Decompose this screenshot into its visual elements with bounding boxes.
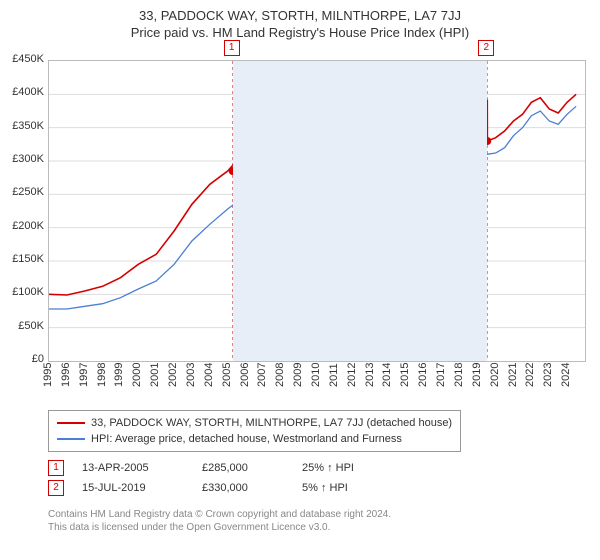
x-tick-label: 2013 <box>364 373 376 387</box>
y-tick-label: £350K <box>6 120 44 132</box>
sale-row: 1 13-APR-2005£285,00025% ↑ HPI <box>48 458 402 478</box>
legend-label: 33, PADDOCK WAY, STORTH, MILNTHORPE, LA7… <box>91 417 452 429</box>
x-tick-label: 2018 <box>453 373 465 387</box>
sale-marker-icon: 1 <box>48 460 64 476</box>
shaded-period <box>233 61 488 361</box>
sale-price: £330,000 <box>202 482 302 494</box>
x-tick-label: 2017 <box>435 373 447 387</box>
chart-plot-area <box>48 60 586 362</box>
x-tick-label: 2015 <box>399 373 411 387</box>
x-tick-label: 2006 <box>239 373 251 387</box>
x-tick-label: 2001 <box>149 373 161 387</box>
legend-label: HPI: Average price, detached house, West… <box>91 433 402 445</box>
sale-delta: 25% ↑ HPI <box>302 462 402 474</box>
x-tick-label: 1998 <box>96 373 108 387</box>
sale-date: 13-APR-2005 <box>82 462 202 474</box>
legend-swatch <box>57 438 85 440</box>
sale-date: 15-JUL-2019 <box>82 482 202 494</box>
x-tick-label: 2009 <box>292 373 304 387</box>
y-tick-label: £50K <box>6 320 44 332</box>
sale-delta: 5% ↑ HPI <box>302 482 402 494</box>
x-tick-label: 2005 <box>221 373 233 387</box>
attribution-text: Contains HM Land Registry data © Crown c… <box>48 508 391 534</box>
y-tick-label: £0 <box>6 353 44 365</box>
x-tick-label: 2019 <box>471 373 483 387</box>
x-tick-label: 2020 <box>489 373 501 387</box>
sale-row: 2 15-JUL-2019£330,0005% ↑ HPI <box>48 478 402 498</box>
y-tick-label: £150K <box>6 253 44 265</box>
x-tick-label: 2008 <box>274 373 286 387</box>
legend-item: 33, PADDOCK WAY, STORTH, MILNTHORPE, LA7… <box>57 415 452 431</box>
y-tick-label: £100K <box>6 286 44 298</box>
x-tick-label: 2012 <box>346 373 358 387</box>
x-tick-label: 2003 <box>185 373 197 387</box>
x-tick-label: 1997 <box>78 373 90 387</box>
x-tick-label: 2023 <box>542 373 554 387</box>
y-tick-label: £300K <box>6 153 44 165</box>
chart-title: 33, PADDOCK WAY, STORTH, MILNTHORPE, LA7… <box>0 0 600 23</box>
sale-marker-icon: 2 <box>48 480 64 496</box>
chart-subtitle: Price paid vs. HM Land Registry's House … <box>0 23 600 44</box>
sales-table: 1 13-APR-2005£285,00025% ↑ HPI 2 15-JUL-201… <box>48 458 402 498</box>
legend-item: HPI: Average price, detached house, West… <box>57 431 452 447</box>
attribution-line1: Contains HM Land Registry data © Crown c… <box>48 508 391 521</box>
sale-marker-flag: 1 <box>224 40 240 56</box>
x-tick-label: 2000 <box>131 373 143 387</box>
x-tick-label: 2016 <box>417 373 429 387</box>
x-tick-label: 2007 <box>256 373 268 387</box>
x-tick-label: 2004 <box>203 373 215 387</box>
x-tick-label: 2002 <box>167 373 179 387</box>
legend-swatch <box>57 422 85 424</box>
x-tick-label: 2024 <box>560 373 572 387</box>
x-tick-label: 2014 <box>381 373 393 387</box>
y-tick-label: £450K <box>6 53 44 65</box>
x-tick-label: 1995 <box>42 373 54 387</box>
x-tick-label: 1999 <box>113 373 125 387</box>
x-tick-label: 2011 <box>328 373 340 387</box>
y-tick-label: £400K <box>6 86 44 98</box>
sale-marker-flag: 2 <box>478 40 494 56</box>
attribution-line2: This data is licensed under the Open Gov… <box>48 521 391 534</box>
x-tick-label: 1996 <box>60 373 72 387</box>
x-tick-label: 2010 <box>310 373 322 387</box>
y-tick-label: £250K <box>6 186 44 198</box>
sale-price: £285,000 <box>202 462 302 474</box>
x-tick-label: 2022 <box>524 373 536 387</box>
y-tick-label: £200K <box>6 220 44 232</box>
chart-legend: 33, PADDOCK WAY, STORTH, MILNTHORPE, LA7… <box>48 410 461 452</box>
x-tick-label: 2021 <box>507 373 519 387</box>
